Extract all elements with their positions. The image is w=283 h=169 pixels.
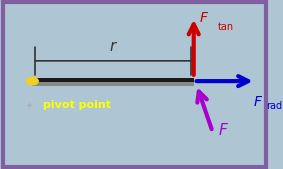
Text: r: r — [110, 39, 116, 54]
Text: $F$: $F$ — [199, 11, 209, 25]
Text: $F$: $F$ — [218, 122, 229, 138]
FancyBboxPatch shape — [32, 78, 194, 86]
Text: tan: tan — [218, 22, 234, 32]
Text: ✦: ✦ — [26, 100, 33, 109]
FancyBboxPatch shape — [32, 82, 194, 86]
Text: pivot point: pivot point — [43, 100, 111, 110]
Circle shape — [26, 77, 38, 85]
Text: rad: rad — [266, 101, 282, 111]
Text: $F$: $F$ — [253, 95, 263, 109]
